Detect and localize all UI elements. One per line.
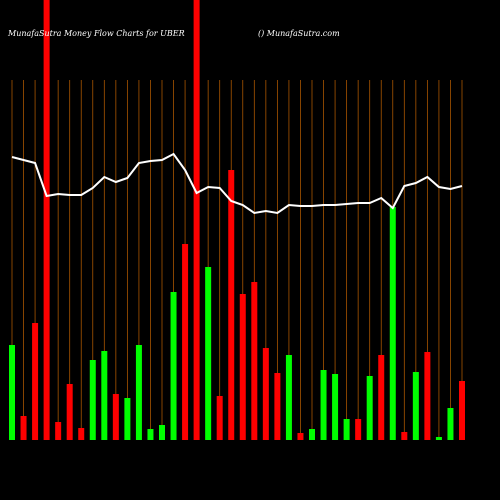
bar xyxy=(32,323,39,440)
bar xyxy=(262,348,269,440)
bar xyxy=(43,0,50,440)
bar xyxy=(309,429,315,440)
bar xyxy=(182,244,189,440)
bar xyxy=(355,419,362,440)
bar xyxy=(147,429,154,440)
chart-subtitle: () MunafaSutra.com xyxy=(258,29,340,38)
marks xyxy=(9,0,465,440)
bar xyxy=(251,282,258,440)
bar xyxy=(274,373,281,440)
bar xyxy=(101,351,108,440)
bar xyxy=(216,396,223,440)
bar xyxy=(9,345,15,440)
chart-title: MunafaSutra Money Flow Charts for UBER xyxy=(7,29,185,38)
bar xyxy=(297,433,304,440)
bar xyxy=(55,422,62,440)
bar xyxy=(401,432,408,440)
bar xyxy=(66,384,73,440)
bar xyxy=(89,360,96,440)
bar xyxy=(78,428,85,440)
bar xyxy=(389,207,396,440)
line xyxy=(11,152,463,215)
bar xyxy=(124,398,131,440)
bar xyxy=(20,416,27,440)
bar xyxy=(205,267,212,440)
bar xyxy=(320,370,327,440)
bar xyxy=(112,394,119,440)
bar xyxy=(228,170,235,440)
bar xyxy=(424,352,431,440)
bar xyxy=(193,0,200,440)
bar xyxy=(239,294,246,440)
bar xyxy=(135,345,142,440)
bar xyxy=(285,355,292,440)
bar xyxy=(447,408,454,440)
bar xyxy=(332,374,339,440)
bar xyxy=(343,419,350,440)
bar xyxy=(159,425,165,440)
bar xyxy=(459,381,465,440)
bar xyxy=(366,376,373,440)
bar xyxy=(435,437,442,440)
bar xyxy=(170,292,177,440)
bar xyxy=(378,355,385,440)
bar xyxy=(412,372,419,440)
